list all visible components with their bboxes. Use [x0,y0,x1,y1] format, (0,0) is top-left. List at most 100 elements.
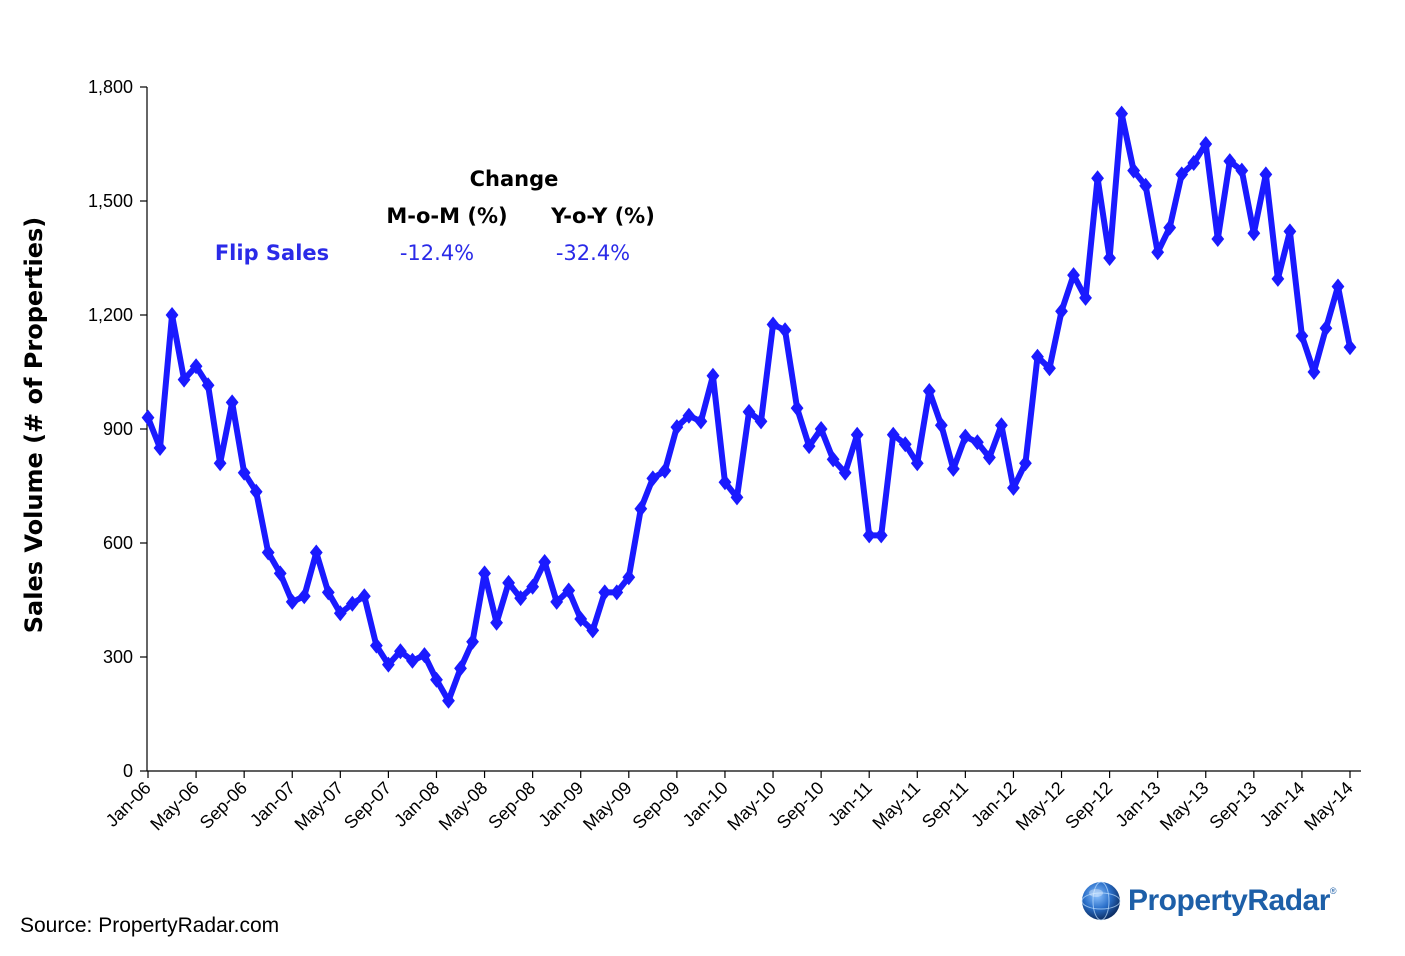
x-tick-label: Jan-06 [102,778,155,831]
data-point [886,426,900,443]
data-point [165,307,179,323]
data-point [153,440,167,456]
x-tick-label: Sep-11 [918,778,972,832]
x-tick-label: Jan-14 [1256,778,1309,831]
data-point [670,419,684,436]
data-point [682,407,696,424]
data-point [1031,348,1044,365]
data-point [1187,155,1201,171]
data-point [382,656,395,673]
data-point [490,614,503,631]
data-point [983,449,996,466]
data-point [357,588,371,605]
brand-logo: PropertyRadar ® [1080,880,1337,922]
table-mom-value: -12.4% [400,241,474,265]
x-tick-label: Sep-07 [340,778,395,833]
x-tick-label: Jan-09 [534,778,587,831]
data-point [646,470,660,487]
data-point [850,426,864,443]
data-point [1127,162,1141,179]
table-col-yoy: Y-o-Y (%) [550,204,655,228]
data-point [1043,360,1056,377]
data-point [814,421,828,437]
data-point [454,660,467,677]
x-tick-label: Jan-08 [390,778,443,831]
data-point [910,455,924,472]
data-point [418,647,431,664]
data-point [958,428,972,445]
data-point [538,554,552,570]
data-point [598,584,612,601]
y-tick-label: 900 [103,419,133,439]
table-header-change: Change [470,167,559,191]
data-point [213,455,227,472]
data-point [622,569,636,586]
data-point [586,622,600,639]
data-point [574,611,588,627]
logo-wordmark: PropertyRadar [1128,884,1330,917]
data-point [550,593,564,610]
data-point [874,527,888,544]
data-point [1247,225,1261,242]
data-point [802,438,816,455]
x-tick-label: Sep-13 [1205,778,1260,833]
data-point [1175,166,1189,183]
data-point [634,500,648,517]
source-note: Source: PropertyRadar.com [20,914,280,937]
data-point [826,451,840,468]
data-point [1211,231,1225,247]
data-point [285,593,299,610]
data-point [394,643,407,660]
data-point [333,605,347,622]
data-point [1223,153,1237,170]
x-tick-label: May-11 [868,778,924,834]
data-point [1259,166,1273,183]
data-point [706,367,720,384]
data-point [514,590,528,607]
x-tick-label: Sep-09 [629,778,684,833]
data-point [430,671,443,688]
x-tick-label: May-07 [291,778,348,835]
x-tick-label: May-13 [1156,778,1213,835]
y-tick-label: 1,800 [88,77,133,97]
x-tick-label: Sep-08 [484,778,539,833]
data-point [406,652,419,669]
data-point [1151,244,1165,261]
data-point [1091,170,1104,187]
x-tick-label: Sep-10 [773,778,828,833]
data-point [778,322,792,339]
data-point [321,584,335,601]
data-point [922,383,936,399]
data-point [838,464,852,481]
data-point [1067,267,1080,284]
data-point [1019,455,1032,472]
data-point [862,527,876,544]
table-col-mom: M-o-M (%) [386,204,507,228]
data-point [345,595,359,612]
x-tick-label: May-14 [1300,778,1357,835]
data-point [1283,223,1297,240]
data-point [502,574,515,591]
data-point [309,544,323,561]
data-point [478,565,491,582]
data-point [718,474,732,491]
x-tick-label: Jan-11 [824,778,876,830]
data-point [466,633,479,650]
data-point [934,417,948,434]
data-point [261,544,275,561]
y-tick-label: 600 [103,533,133,553]
data-point [1271,270,1285,287]
data-point [730,489,744,506]
x-tick-label: Jan-07 [246,778,299,831]
x-tick-label: Jan-12 [967,778,1020,831]
x-tick-label: Sep-06 [196,778,251,833]
data-point [1307,364,1321,380]
data-point [766,316,780,333]
data-point [1055,303,1068,320]
y-tick-label: 1,200 [88,305,133,325]
x-axis: Jan-06May-06Sep-06Jan-07May-07Sep-07Jan-… [102,770,1361,835]
data-point [694,413,708,430]
radar-globe-icon [1081,881,1121,921]
data-point [790,400,804,417]
